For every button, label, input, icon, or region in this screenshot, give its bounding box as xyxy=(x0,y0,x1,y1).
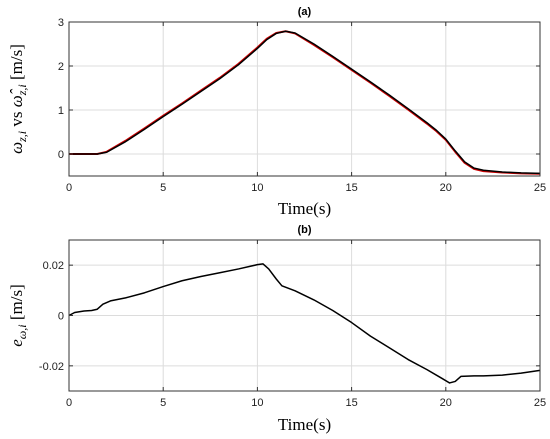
x-tick-label: 15 xyxy=(345,182,357,194)
y-label-symbol: e xyxy=(7,339,26,347)
x-tick-label: 5 xyxy=(160,182,166,194)
x-tick-label: 20 xyxy=(440,397,452,409)
y-label-connector: vs xyxy=(7,107,26,131)
x-tick-label: 0 xyxy=(66,397,72,409)
y-tick-label: 3 xyxy=(58,17,64,29)
x-tick-label: 0 xyxy=(66,182,72,194)
y-tick-label: 0 xyxy=(58,311,64,323)
y-label-hat-subscript: z,i xyxy=(15,84,29,96)
series-line-1 xyxy=(69,30,541,175)
x-tick-label: 10 xyxy=(251,182,263,194)
plot-frame xyxy=(68,21,541,177)
y-tick-label: 1 xyxy=(58,105,64,117)
series-line-0 xyxy=(69,30,541,175)
x-tick-label: 5 xyxy=(160,397,166,409)
panel-b: 0 5 10 15 20 25 -0.02 0 0.02 (b) Time(s) eω,i [m/s] xyxy=(7,224,546,434)
x-axis-label: Time(s) xyxy=(278,199,331,218)
x-tick-label: 25 xyxy=(534,397,546,409)
y-tick-label: -0.02 xyxy=(39,361,64,373)
chart-title: (a) xyxy=(298,6,312,18)
y-label-subscript: z,i xyxy=(15,131,29,143)
y-label-units: [m/s] xyxy=(7,44,26,84)
y-tick-label: 0 xyxy=(58,149,64,161)
y-label-units: [m/s] xyxy=(7,284,26,324)
chart-title: (b) xyxy=(297,224,311,236)
x-tick-label: 15 xyxy=(345,397,357,409)
y-axis-label: ωz,i vs ω̂z,i [m/s] xyxy=(7,44,29,154)
x-axis-label: Time(s) xyxy=(278,415,331,434)
x-tick-label: 25 xyxy=(534,182,546,194)
y-axis-label: eω,i [m/s] xyxy=(7,284,29,347)
x-tick-label: 20 xyxy=(440,182,452,194)
y-label-symbol: ω xyxy=(7,142,26,154)
y-tick-label: 2 xyxy=(58,61,64,73)
series-line-0 xyxy=(68,263,541,384)
panel-a: 0 5 10 15 20 25 0 1 2 3 (a) Time(s) ωz,i vs ω̂z,i [m… xyxy=(7,6,546,218)
y-label-subscript: ω,i xyxy=(15,324,29,339)
y-tick-label: 0.02 xyxy=(43,260,64,272)
x-tick-label: 10 xyxy=(251,397,263,409)
